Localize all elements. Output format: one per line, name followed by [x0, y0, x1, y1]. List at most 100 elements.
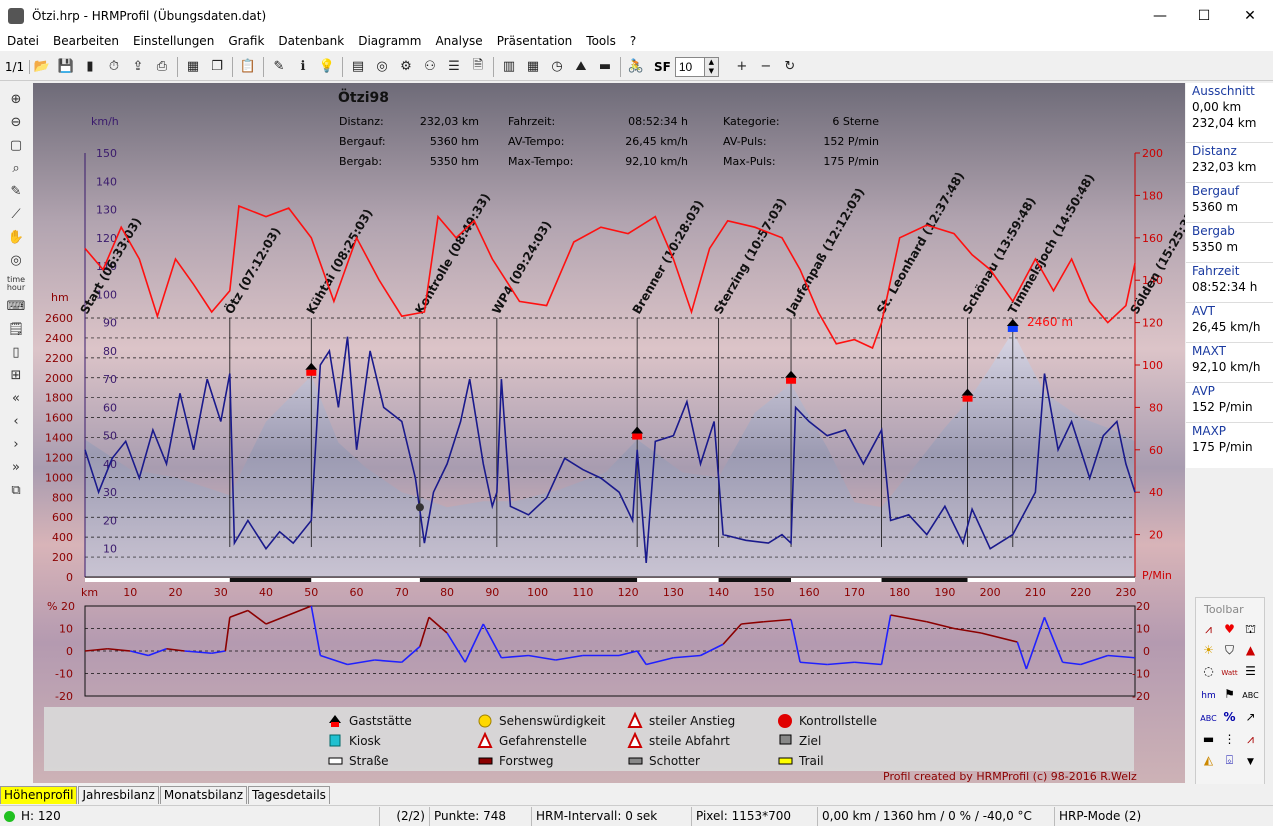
main-plot: 0200400600800100012001400160018002000220…: [45, 147, 1185, 703]
sf-input[interactable]: [674, 56, 705, 77]
zoom-in-icon[interactable]: +: [736, 59, 748, 74]
table-icon[interactable]: ▦: [186, 59, 200, 74]
bar-chart-icon[interactable]: ▥: [502, 59, 516, 74]
grid-icon[interactable]: ▦: [526, 59, 540, 74]
fast-forward-icon[interactable]: »: [12, 460, 20, 475]
hm-icon[interactable]: hm: [1201, 691, 1216, 701]
bike-route-icon[interactable]: ⚇: [424, 59, 436, 74]
sf-spinner[interactable]: ▲ ▼: [704, 56, 719, 77]
close-button[interactable]: ✕: [1244, 7, 1256, 24]
heart-hand-icon[interactable]: ✋: [7, 230, 25, 245]
tab-tagesdetails[interactable]: Tagesdetails: [248, 786, 330, 804]
maximize-button[interactable]: ☐: [1197, 7, 1211, 24]
mountain-icon[interactable]: ◭: [1203, 753, 1214, 767]
grade-line-segment: [1043, 616, 1064, 663]
menu-diagramm[interactable]: Diagramm: [358, 34, 422, 48]
export-icon[interactable]: ⇪: [132, 59, 144, 74]
menu-praesentation[interactable]: Präsentation: [496, 34, 573, 48]
layers-icon[interactable]: ☰: [448, 59, 460, 74]
search-icon[interactable]: ⌕: [12, 161, 20, 176]
bulb-icon[interactable]: 💡: [318, 59, 336, 74]
page-icon[interactable]: ▯: [12, 345, 20, 360]
map-icon[interactable]: ⛰: [575, 59, 587, 74]
menu-bearbeiten[interactable]: Bearbeiten: [53, 34, 119, 48]
rewind-icon[interactable]: «: [12, 391, 20, 406]
ruler-icon[interactable]: ▬: [598, 59, 612, 74]
menu-datenbank[interactable]: Datenbank: [278, 34, 345, 48]
compass-icon[interactable]: ◌: [1203, 664, 1214, 678]
triangle-icon[interactable]: ▲: [1245, 643, 1256, 657]
bars-icon[interactable]: ▬: [1202, 732, 1215, 746]
minimize-button[interactable]: —: [1153, 7, 1167, 24]
info-icon[interactable]: ℹ: [300, 59, 306, 74]
menu-grafik[interactable]: Grafik: [228, 34, 265, 48]
forward-icon[interactable]: ›: [13, 437, 19, 452]
legend-house-icon: [329, 715, 341, 723]
open-icon[interactable]: 📂: [33, 59, 51, 74]
back-icon[interactable]: ‹: [13, 414, 19, 429]
tab-jahresbilanz[interactable]: Jahresbilanz: [78, 786, 159, 804]
checkered-flag-icon[interactable]: ⚑: [1224, 687, 1235, 701]
clock-icon[interactable]: ◷: [551, 59, 563, 74]
robot-icon[interactable]: ⌺: [1225, 753, 1234, 767]
speed-tick-label: 60: [103, 401, 117, 414]
zoom-out-icon[interactable]: ⊖: [10, 115, 22, 130]
watt-icon[interactable]: Watt: [1221, 669, 1238, 677]
camera-icon[interactable]: ⌨: [6, 299, 26, 314]
shirt-icon[interactable]: ⛉: [1224, 643, 1234, 657]
heart-icon[interactable]: ♥: [1224, 622, 1235, 636]
bike-icon[interactable]: ⚙: [400, 59, 412, 74]
pencil-icon[interactable]: ✎: [10, 184, 22, 199]
notes-icon[interactable]: 🗒: [7, 322, 25, 337]
pulse-tick-label: 140: [1142, 274, 1163, 287]
speed-tick-label: 80: [103, 345, 117, 358]
abc-rotate-icon[interactable]: ABC: [1200, 714, 1217, 723]
stopwatch-icon[interactable]: ⏱: [108, 59, 120, 74]
menu-help[interactable]: ?: [629, 34, 637, 48]
altitude-chart-icon[interactable]: ⩘: [1205, 622, 1212, 636]
graph-icon[interactable]: ⩘: [1247, 732, 1254, 746]
pulse-tick-label: 180: [1142, 189, 1163, 202]
menu-einstellungen[interactable]: Einstellungen: [132, 34, 215, 48]
cable-car-icon[interactable]: ⛫: [1244, 622, 1257, 636]
elevation-chart[interactable]: Ötzi98 Distanz: 232,03 km Fahrzeit: 08:5…: [33, 83, 1185, 783]
dropdown-icon[interactable]: ▼: [1247, 757, 1254, 767]
line-chart-icon[interactable]: ⟋: [11, 207, 21, 222]
zoom-out-icon[interactable]: −: [760, 59, 772, 74]
calendar-icon[interactable]: ▤: [351, 59, 365, 74]
sliders-icon[interactable]: ⋮: [1223, 732, 1236, 746]
abc-icon[interactable]: ABC: [1242, 691, 1259, 700]
copy-icon[interactable]: ❐: [211, 59, 223, 74]
stat-value: 26,45 km/h: [625, 135, 688, 148]
refresh-icon[interactable]: ↻: [784, 59, 796, 74]
menu-datei[interactable]: Datei: [7, 34, 40, 48]
save-icon[interactable]: 💾: [57, 59, 75, 74]
zoom-in-icon[interactable]: ⊕: [10, 92, 22, 107]
tab-monatsbilanz[interactable]: Monatsbilanz: [159, 786, 247, 804]
surface-segment: [229, 578, 312, 582]
print-icon[interactable]: ⎙: [156, 59, 168, 74]
sun-icon[interactable]: ☀: [1203, 643, 1214, 657]
menu-analyse[interactable]: Analyse: [435, 34, 483, 48]
percent-icon[interactable]: %: [1223, 710, 1236, 724]
window-icon[interactable]: ▢: [9, 138, 23, 153]
grade-line-segment: [130, 650, 149, 657]
summary-maxp: MAXP 175 P/min: [1186, 423, 1273, 463]
edit-icon[interactable]: ✎: [273, 59, 285, 74]
time-hour-icon[interactable]: time hour: [6, 274, 26, 292]
lines-icon[interactable]: ☰: [1245, 664, 1256, 678]
tab-hoehenprofil[interactable]: Höhenprofil: [0, 786, 78, 804]
legend-label: Sehenswürdigkeit: [499, 714, 606, 728]
globe-icon[interactable]: ◎: [376, 59, 388, 74]
puzzle-icon[interactable]: ⧉: [11, 483, 21, 498]
cyclist-icon[interactable]: 🚴: [627, 59, 645, 74]
summary-avp: AVP 152 P/min: [1186, 383, 1273, 423]
document-icon[interactable]: 🗎: [472, 57, 484, 73]
add-page-icon[interactable]: ⊞: [10, 368, 22, 383]
arrow-icon[interactable]: ↗: [1245, 710, 1256, 724]
menu-tools[interactable]: Tools: [586, 34, 616, 48]
speedometer-icon[interactable]: ◎: [10, 253, 22, 268]
book-icon[interactable]: ▮: [86, 59, 94, 74]
paste-icon[interactable]: 📋: [239, 59, 257, 74]
elevation-profile-canvas[interactable]: Ötzi98 Distanz: 232,03 km Fahrzeit: 08:5…: [33, 83, 1185, 783]
